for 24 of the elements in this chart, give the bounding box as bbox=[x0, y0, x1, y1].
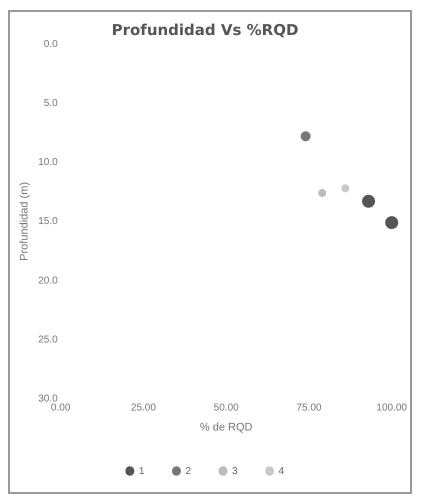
y-axis-title: Profundidad (m) bbox=[18, 182, 31, 261]
x-tick-label: 75.00 bbox=[296, 402, 322, 414]
legend-label: 3 bbox=[232, 466, 238, 477]
legend-label: 2 bbox=[185, 466, 192, 477]
point bbox=[362, 194, 376, 208]
y-tick-label: 30.0 bbox=[38, 394, 58, 405]
point bbox=[318, 189, 326, 198]
y-tick-label: 15.0 bbox=[38, 216, 58, 228]
legend-label: 1 bbox=[138, 466, 145, 477]
y-tick-label: 5.0 bbox=[44, 98, 58, 109]
point bbox=[385, 216, 398, 230]
legend-label: 4 bbox=[278, 466, 285, 477]
x-tick-label: 50.00 bbox=[214, 402, 240, 414]
x-axis-title: % de RQD bbox=[200, 421, 253, 434]
y-tick-label: 10.0 bbox=[38, 157, 58, 168]
x-tick-label: 25.00 bbox=[130, 402, 156, 414]
x-tick-label: 100.00 bbox=[376, 402, 408, 414]
point bbox=[300, 131, 311, 142]
y-tick-label: 0.0 bbox=[44, 38, 58, 50]
x-tick-label: 0.00 bbox=[50, 402, 71, 414]
y-tick-label: 20.0 bbox=[38, 275, 58, 286]
y-tick-label: 25.0 bbox=[38, 334, 58, 346]
point bbox=[341, 184, 350, 192]
chart-title: Profundidad Vs %RQD bbox=[112, 20, 298, 39]
